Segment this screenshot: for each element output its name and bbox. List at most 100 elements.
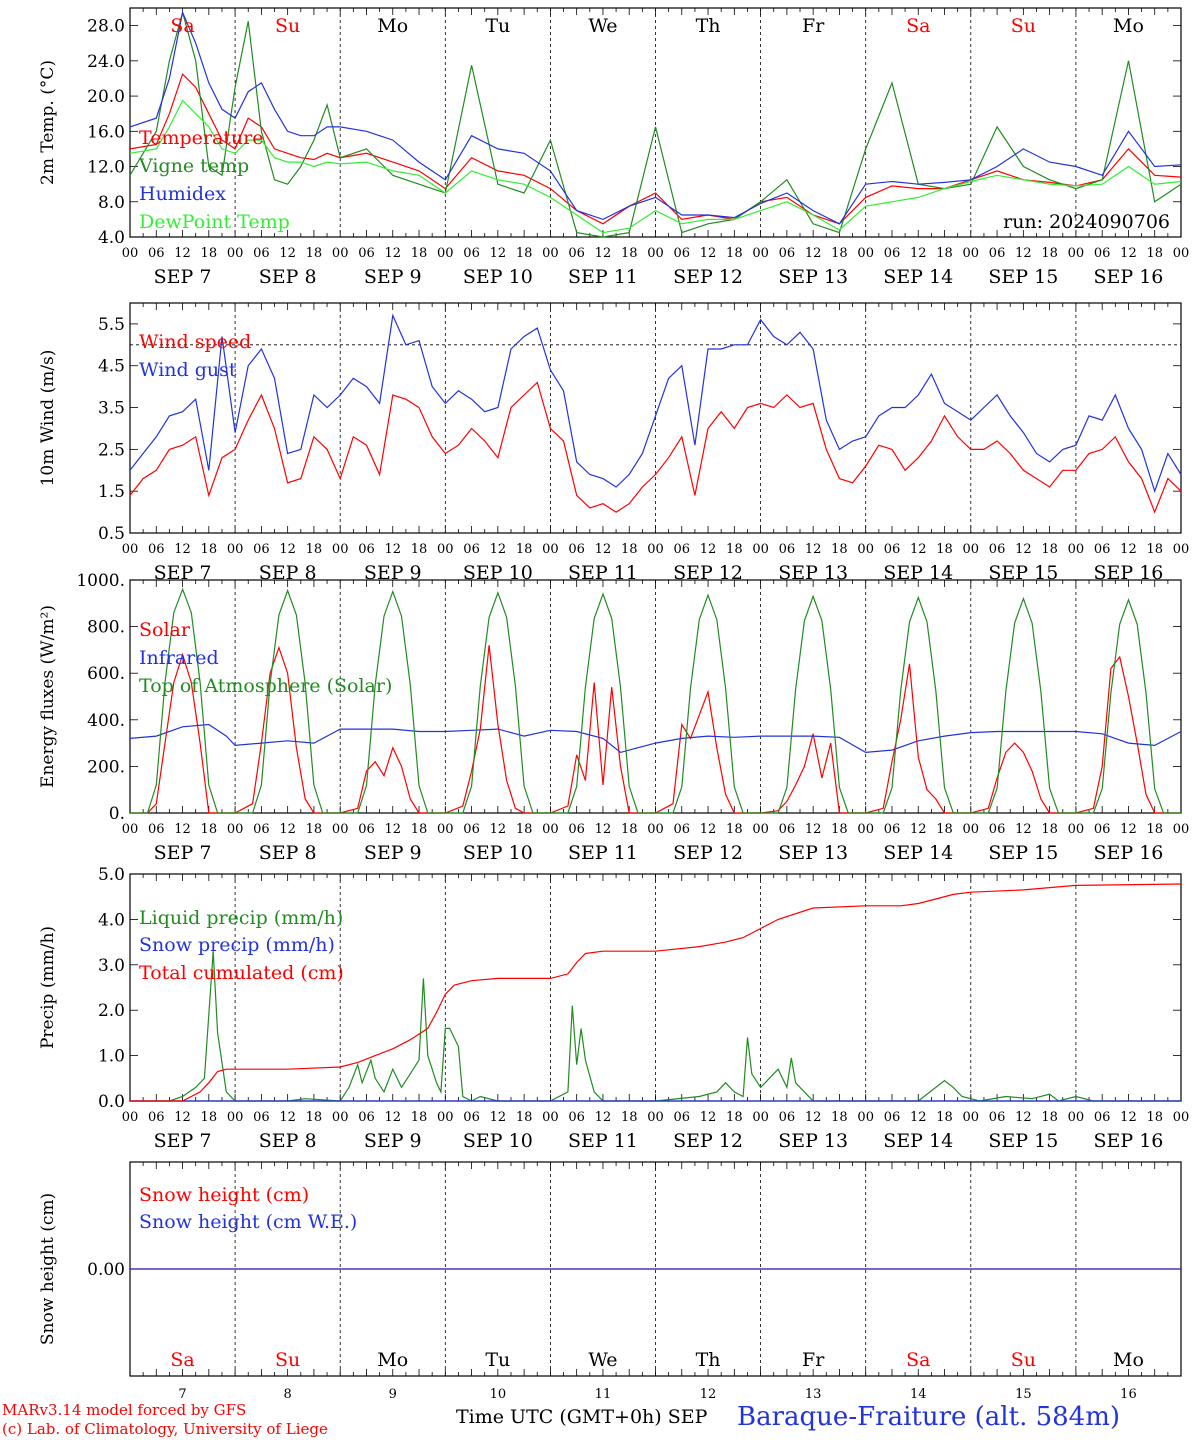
- bottom-day-number: 15: [1015, 1387, 1032, 1400]
- series-humidex-line: [129, 10, 1182, 225]
- weekday-label: Sa: [906, 15, 930, 37]
- hour-tick-label: 18: [516, 542, 533, 557]
- hour-tick-label: 12: [700, 246, 717, 261]
- bottom-day-number: 11: [595, 1387, 612, 1400]
- hour-tick-label: 00: [542, 1110, 559, 1125]
- y-tick-label: 4.0: [98, 228, 125, 248]
- hour-tick-label: 12: [279, 542, 296, 557]
- hour-tick-label: 06: [358, 246, 375, 261]
- day-label: SEP 10: [463, 562, 533, 584]
- y-tick-label: 200.: [87, 757, 125, 777]
- weekday-label-bottom: Sa: [906, 1349, 930, 1371]
- hour-tick-label: 12: [1120, 246, 1137, 261]
- hour-tick-label: 18: [936, 246, 953, 261]
- hour-tick-label: 12: [700, 542, 717, 557]
- hour-tick-label: 06: [253, 1110, 270, 1125]
- day-label: SEP 13: [778, 1130, 848, 1152]
- hour-tick-label: 00: [857, 542, 874, 557]
- day-label: SEP 10: [463, 266, 533, 288]
- hour-tick-label: 06: [674, 822, 691, 837]
- hour-tick-label: 12: [490, 542, 507, 557]
- hour-tick-label: 18: [516, 1110, 533, 1125]
- hour-tick-label: 06: [989, 822, 1006, 837]
- hour-tick-label: 18: [726, 246, 743, 261]
- day-label: SEP 13: [778, 266, 848, 288]
- hour-tick-label: 00: [1068, 246, 1085, 261]
- hour-tick-label: 00: [752, 542, 769, 557]
- hour-tick-label: 06: [884, 1110, 901, 1125]
- hour-tick-label: 18: [516, 822, 533, 837]
- y-tick-label: 1000.: [76, 571, 125, 591]
- hour-tick-label: 00: [122, 542, 139, 557]
- hour-tick-label: 18: [411, 822, 428, 837]
- series-infrared-line: [129, 723, 1182, 754]
- hour-tick-label: 06: [358, 822, 375, 837]
- hour-tick-label: 18: [1146, 822, 1163, 837]
- day-label: SEP 16: [1094, 1130, 1164, 1152]
- hour-tick-label: 00: [963, 822, 980, 837]
- hour-tick-label: 00: [647, 822, 664, 837]
- legend-entry: Solar: [139, 619, 191, 641]
- day-label: SEP 9: [364, 1130, 422, 1152]
- hour-tick-label: 12: [1120, 1110, 1137, 1125]
- hour-tick-label: 06: [358, 1110, 375, 1125]
- hour-tick-label: 18: [516, 246, 533, 261]
- day-label: SEP 13: [778, 842, 848, 864]
- hour-tick-label: 18: [936, 822, 953, 837]
- y-tick-label: 4.0: [98, 910, 125, 930]
- hour-tick-label: 06: [148, 822, 165, 837]
- hour-tick-label: 18: [621, 822, 638, 837]
- bottom-day-number: 14: [910, 1387, 927, 1400]
- y-tick-label: 5.5: [98, 315, 125, 335]
- weekday-label: Fr: [802, 15, 825, 37]
- hour-tick-label: 12: [174, 542, 191, 557]
- y-tick-label: 400.: [87, 711, 125, 731]
- weekday-label: Tu: [485, 15, 510, 37]
- hour-tick-label: 06: [148, 246, 165, 261]
- hour-tick-label: 00: [963, 1110, 980, 1125]
- hour-tick-label: 18: [1041, 542, 1058, 557]
- hour-tick-label: 06: [884, 542, 901, 557]
- day-label: SEP 11: [568, 266, 638, 288]
- y-tick-label: 0.00: [87, 1260, 125, 1280]
- hour-tick-label: 12: [1120, 822, 1137, 837]
- hour-tick-label: 06: [989, 1110, 1006, 1125]
- day-label: SEP 15: [988, 1130, 1058, 1152]
- bottom-day-number: 7: [178, 1387, 186, 1400]
- hour-tick-label: 12: [384, 246, 401, 261]
- hour-tick-label: 12: [910, 542, 927, 557]
- legend-entry: Wind gust: [139, 359, 237, 381]
- hour-tick-label: 18: [936, 1110, 953, 1125]
- hour-tick-label: 18: [1146, 1110, 1163, 1125]
- hour-tick-label: 00: [332, 1110, 349, 1125]
- bottom-day-number: 12: [700, 1387, 717, 1400]
- day-label: SEP 11: [568, 842, 638, 864]
- hour-tick-label: 18: [411, 1110, 428, 1125]
- day-label: SEP 15: [988, 842, 1058, 864]
- day-label: SEP 16: [1094, 842, 1164, 864]
- bottom-day-number: 9: [389, 1387, 397, 1400]
- hour-tick-label: 12: [1015, 246, 1032, 261]
- hour-tick-label: 18: [831, 1110, 848, 1125]
- hour-tick-label: 12: [595, 822, 612, 837]
- day-label: SEP 7: [154, 842, 212, 864]
- hour-tick-label: 00: [857, 246, 874, 261]
- y-tick-label: 3.0: [98, 956, 125, 976]
- hour-tick-label: 00: [857, 1110, 874, 1125]
- hour-tick-label: 00: [227, 542, 244, 557]
- y-axis-label: Snow height (cm): [38, 1193, 58, 1345]
- legend-entry: Snow height (cm W.E.): [139, 1211, 357, 1233]
- weekday-label: Th: [696, 15, 721, 37]
- hour-tick-label: 06: [463, 822, 480, 837]
- hour-tick-label: 18: [726, 822, 743, 837]
- hour-tick-label: 00: [647, 1110, 664, 1125]
- legend-entry: Infrared: [139, 647, 219, 669]
- series-wind-gust-line: [129, 313, 1182, 494]
- hour-tick-label: 18: [306, 1110, 323, 1125]
- day-label: SEP 8: [259, 562, 317, 584]
- hour-tick-label: 06: [568, 542, 585, 557]
- hour-tick-label: 06: [674, 542, 691, 557]
- hour-tick-label: 12: [1120, 542, 1137, 557]
- hour-tick-label: 06: [1094, 246, 1111, 261]
- hour-tick-label: 00: [227, 822, 244, 837]
